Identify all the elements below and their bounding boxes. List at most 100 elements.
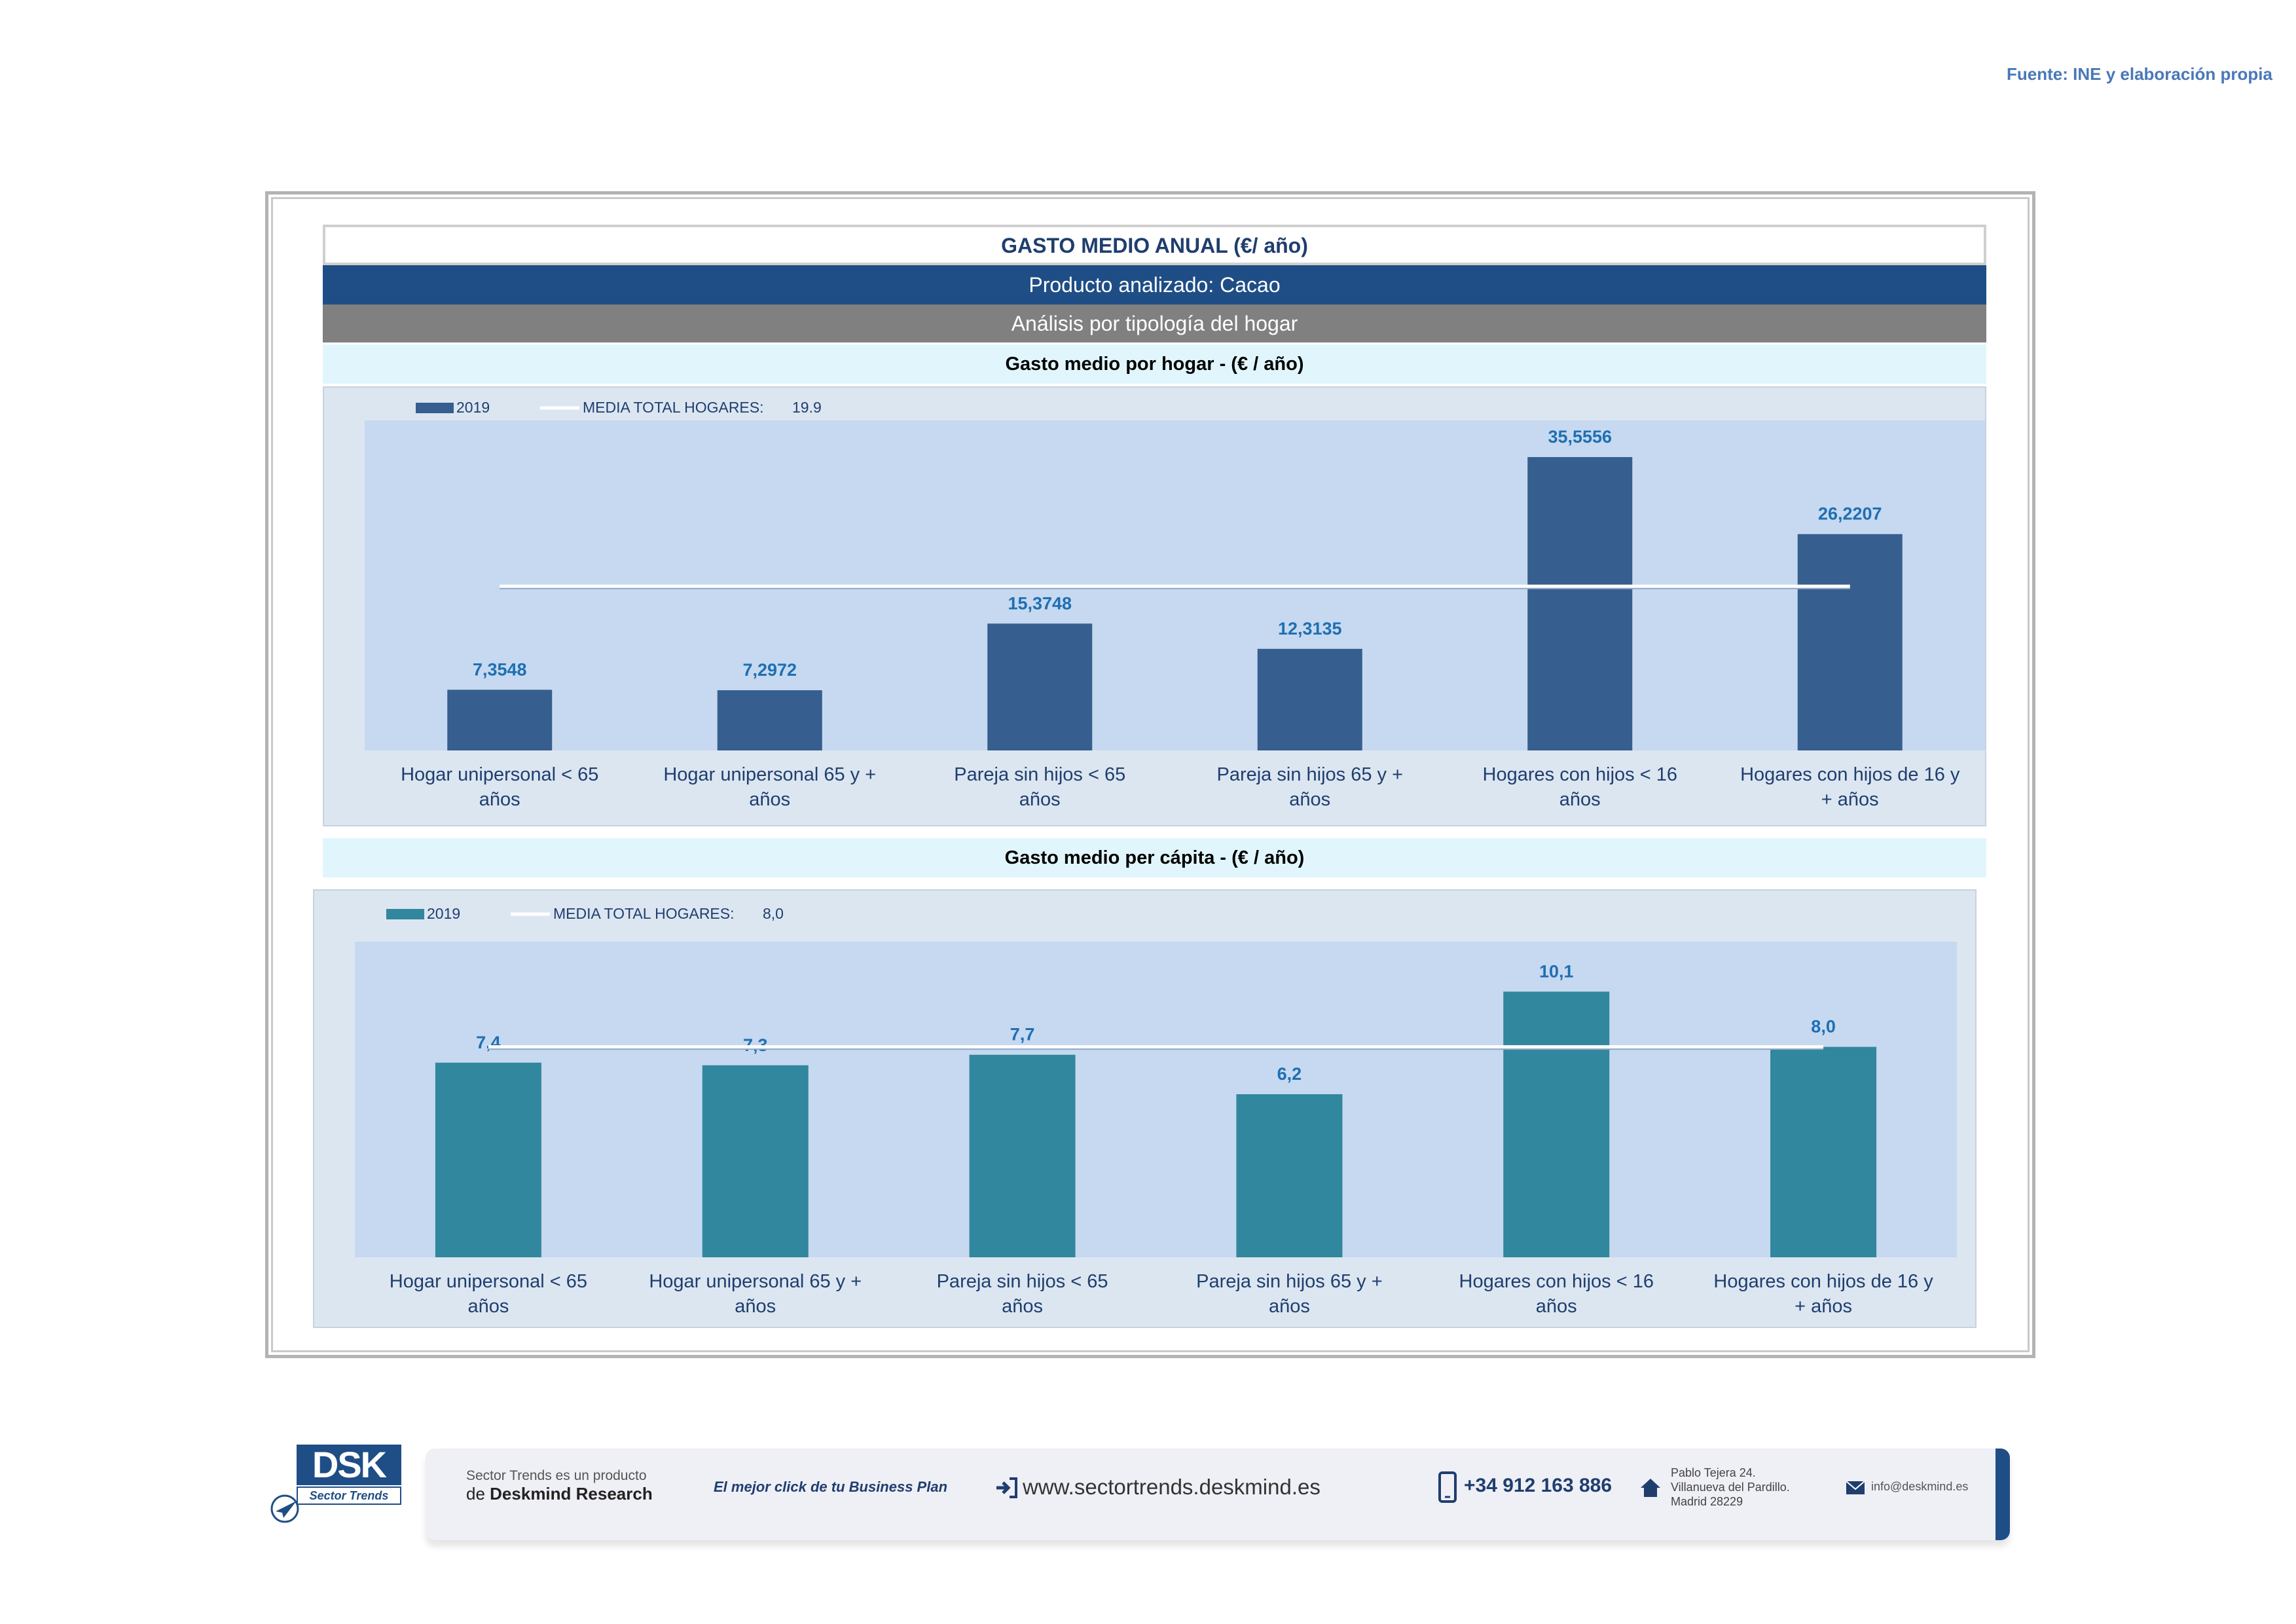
footer-product-pre: de — [466, 1484, 485, 1504]
footer-slogan: El mejor click de tu Business Plan — [714, 1479, 948, 1495]
category-label-line: años — [1019, 789, 1061, 810]
footer-address-line3: Madrid 28229 — [1671, 1495, 1743, 1508]
data-label: 35,5556 — [1548, 427, 1612, 447]
plot-area — [355, 942, 1957, 1257]
category-label-line: años — [1536, 1296, 1577, 1317]
data-label: 15,3748 — [1008, 593, 1072, 613]
report-frame — [265, 191, 2035, 1358]
chart1-title: Gasto medio por hogar - (€ / año) — [323, 344, 1986, 384]
chart1-panel: 2019 MEDIA TOTAL HOGARES: 19.9 7,3548 Hogar … — [323, 386, 1986, 826]
footer-brand: Deskmind Research — [490, 1484, 653, 1504]
category-label: Pareja sin hijos 65 y + años — [1196, 1271, 1383, 1317]
bar — [1257, 648, 1362, 750]
legend-swatch-bar — [386, 909, 424, 919]
legend-average-label: MEDIA TOTAL HOGARES: — [583, 399, 764, 416]
footer-banner: DSK Sector Trends Sector Trends es un pr… — [265, 1441, 2033, 1552]
bar — [969, 1054, 1076, 1257]
data-label: 7,3 — [743, 1035, 768, 1055]
category-label: Hogares con hijos de 16 y + años — [1713, 1271, 1933, 1317]
category-label-line: Hogar unipersonal 65 y + — [649, 1271, 862, 1292]
footer-email[interactable]: info@deskmind.es — [1871, 1480, 1969, 1493]
legend-series-label: 2019 — [456, 399, 490, 416]
phone-icon — [1438, 1471, 1457, 1503]
report-title: GASTO MEDIO ANUAL (€/ año) — [323, 225, 1986, 265]
category-label-line: Hogar unipersonal 65 y + — [663, 764, 876, 785]
footer-website[interactable]: www.sectortrends.deskmind.es — [1023, 1475, 1321, 1499]
bar — [435, 1062, 541, 1257]
arrow-login-icon — [996, 1477, 1017, 1498]
analysis-banner: Análisis por tipología del hogar — [323, 304, 1986, 342]
data-label: 26,2207 — [1818, 504, 1882, 524]
footer-address: Pablo Tejera 24. Villanueva del Pardillo… — [1671, 1466, 1790, 1509]
footer-address-line1: Pablo Tejera 24. — [1671, 1466, 1756, 1479]
bar — [1527, 456, 1633, 750]
legend-series-label: 2019 — [427, 905, 460, 922]
category-label: Hogar unipersonal < 65 años — [401, 764, 598, 810]
data-label: 8,0 — [1811, 1017, 1836, 1037]
bar — [1797, 534, 1903, 750]
dsk-logo: DSK Sector Trends — [265, 1441, 403, 1526]
bar — [1503, 991, 1610, 1257]
category-label-line: Hogares con hijos < 16 — [1459, 1271, 1654, 1292]
bar — [987, 623, 1093, 750]
category-label-line: Pareja sin hijos 65 y + — [1196, 1271, 1383, 1292]
footer-address-line2: Villanueva del Pardillo. — [1671, 1481, 1790, 1494]
category-label: Pareja sin hijos < 65 años — [937, 1271, 1108, 1317]
footer-phone: +34 912 163 886 — [1464, 1475, 1613, 1496]
data-label: 7,2972 — [742, 660, 797, 680]
bar — [717, 690, 822, 750]
home-icon — [1641, 1479, 1660, 1497]
category-label-line: años — [735, 1296, 776, 1317]
category-label: Hogar unipersonal 65 y + años — [649, 1271, 862, 1317]
product-banner: Producto analizado: Cacao — [323, 265, 1986, 304]
mail-icon — [1846, 1481, 1865, 1494]
category-label: Hogar unipersonal 65 y + años — [663, 764, 876, 810]
legend-average-label: MEDIA TOTAL HOGARES: — [553, 905, 735, 922]
category-label: Pareja sin hijos 65 y + años — [1216, 764, 1403, 810]
footer-product-line2: de Deskmind Research — [466, 1484, 653, 1504]
category-label-line: Pareja sin hijos 65 y + — [1216, 764, 1403, 785]
category-label-line: Hogares con hijos < 16 — [1483, 764, 1677, 785]
data-label: 6,2 — [1277, 1064, 1302, 1084]
bar — [702, 1065, 809, 1257]
category-label-line: años — [479, 789, 520, 810]
bar — [1236, 1094, 1343, 1257]
footer-bar: Sector Trends es un producto de Deskmind… — [426, 1449, 2010, 1540]
category-label: Hogar unipersonal < 65 años — [390, 1271, 587, 1317]
category-label: Hogares con hijos < 16 años — [1483, 764, 1677, 810]
data-label: 7,7 — [1010, 1025, 1035, 1044]
logo-sub: Sector Trends — [297, 1486, 401, 1505]
category-label: Hogares con hijos de 16 y + años — [1740, 764, 1960, 810]
footer-product-line1: Sector Trends es un producto — [466, 1468, 647, 1483]
category-label: Pareja sin hijos < 65 años — [954, 764, 1125, 810]
category-label-line: años — [749, 789, 790, 810]
category-label-line: Hogar unipersonal < 65 — [390, 1271, 587, 1292]
category-label-line: + años — [1821, 789, 1879, 810]
logo-text: DSK — [297, 1445, 401, 1485]
paper-plane-icon — [270, 1494, 299, 1523]
category-label-line: Pareja sin hijos < 65 — [954, 764, 1125, 785]
legend-average-value: 8,0 — [763, 905, 784, 922]
category-label-line: años — [1269, 1296, 1310, 1317]
category-label-line: Hogar unipersonal < 65 — [401, 764, 598, 785]
bar — [1770, 1046, 1877, 1257]
category-label-line: años — [1002, 1296, 1043, 1317]
legend-swatch-bar — [416, 403, 454, 413]
category-label-line: Hogares con hijos de 16 y — [1713, 1271, 1933, 1292]
chart2-title: Gasto medio per cápita - (€ / año) — [323, 838, 1986, 877]
chart-household: 2019 MEDIA TOTAL HOGARES: 19.9 7,3548 Hogar … — [365, 399, 1985, 810]
category-label-line: Hogares con hijos de 16 y — [1740, 764, 1960, 785]
category-label-line: + años — [1795, 1296, 1852, 1317]
category-label: Hogares con hijos < 16 años — [1459, 1271, 1654, 1317]
bar — [447, 690, 553, 750]
category-label-line: años — [1289, 789, 1330, 810]
category-label-line: años — [1559, 789, 1601, 810]
category-label-line: años — [467, 1296, 509, 1317]
legend-average-value: 19.9 — [792, 399, 822, 416]
category-label-line: Pareja sin hijos < 65 — [937, 1271, 1108, 1292]
data-label: 10,1 — [1539, 961, 1574, 981]
chart2-panel: 2019 MEDIA TOTAL HOGARES: 8,0 7,4 Hogar unip… — [313, 889, 1977, 1328]
data-label: 12,3135 — [1278, 619, 1342, 638]
data-label: 7,3548 — [473, 659, 527, 679]
